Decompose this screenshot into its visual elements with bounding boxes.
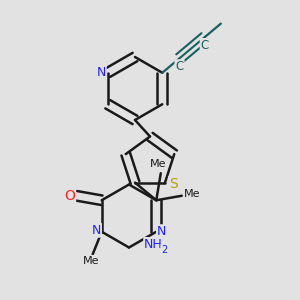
Text: C: C — [176, 60, 184, 73]
Text: S: S — [169, 177, 178, 191]
Text: O: O — [64, 189, 75, 203]
Text: N: N — [92, 224, 101, 237]
Text: Me: Me — [149, 159, 166, 169]
Text: Me: Me — [83, 256, 100, 266]
Text: C: C — [201, 39, 209, 52]
Text: NH: NH — [144, 238, 163, 251]
Text: Me: Me — [184, 189, 200, 199]
Text: 2: 2 — [161, 245, 167, 255]
Text: N: N — [96, 66, 106, 79]
Text: N: N — [157, 225, 166, 238]
